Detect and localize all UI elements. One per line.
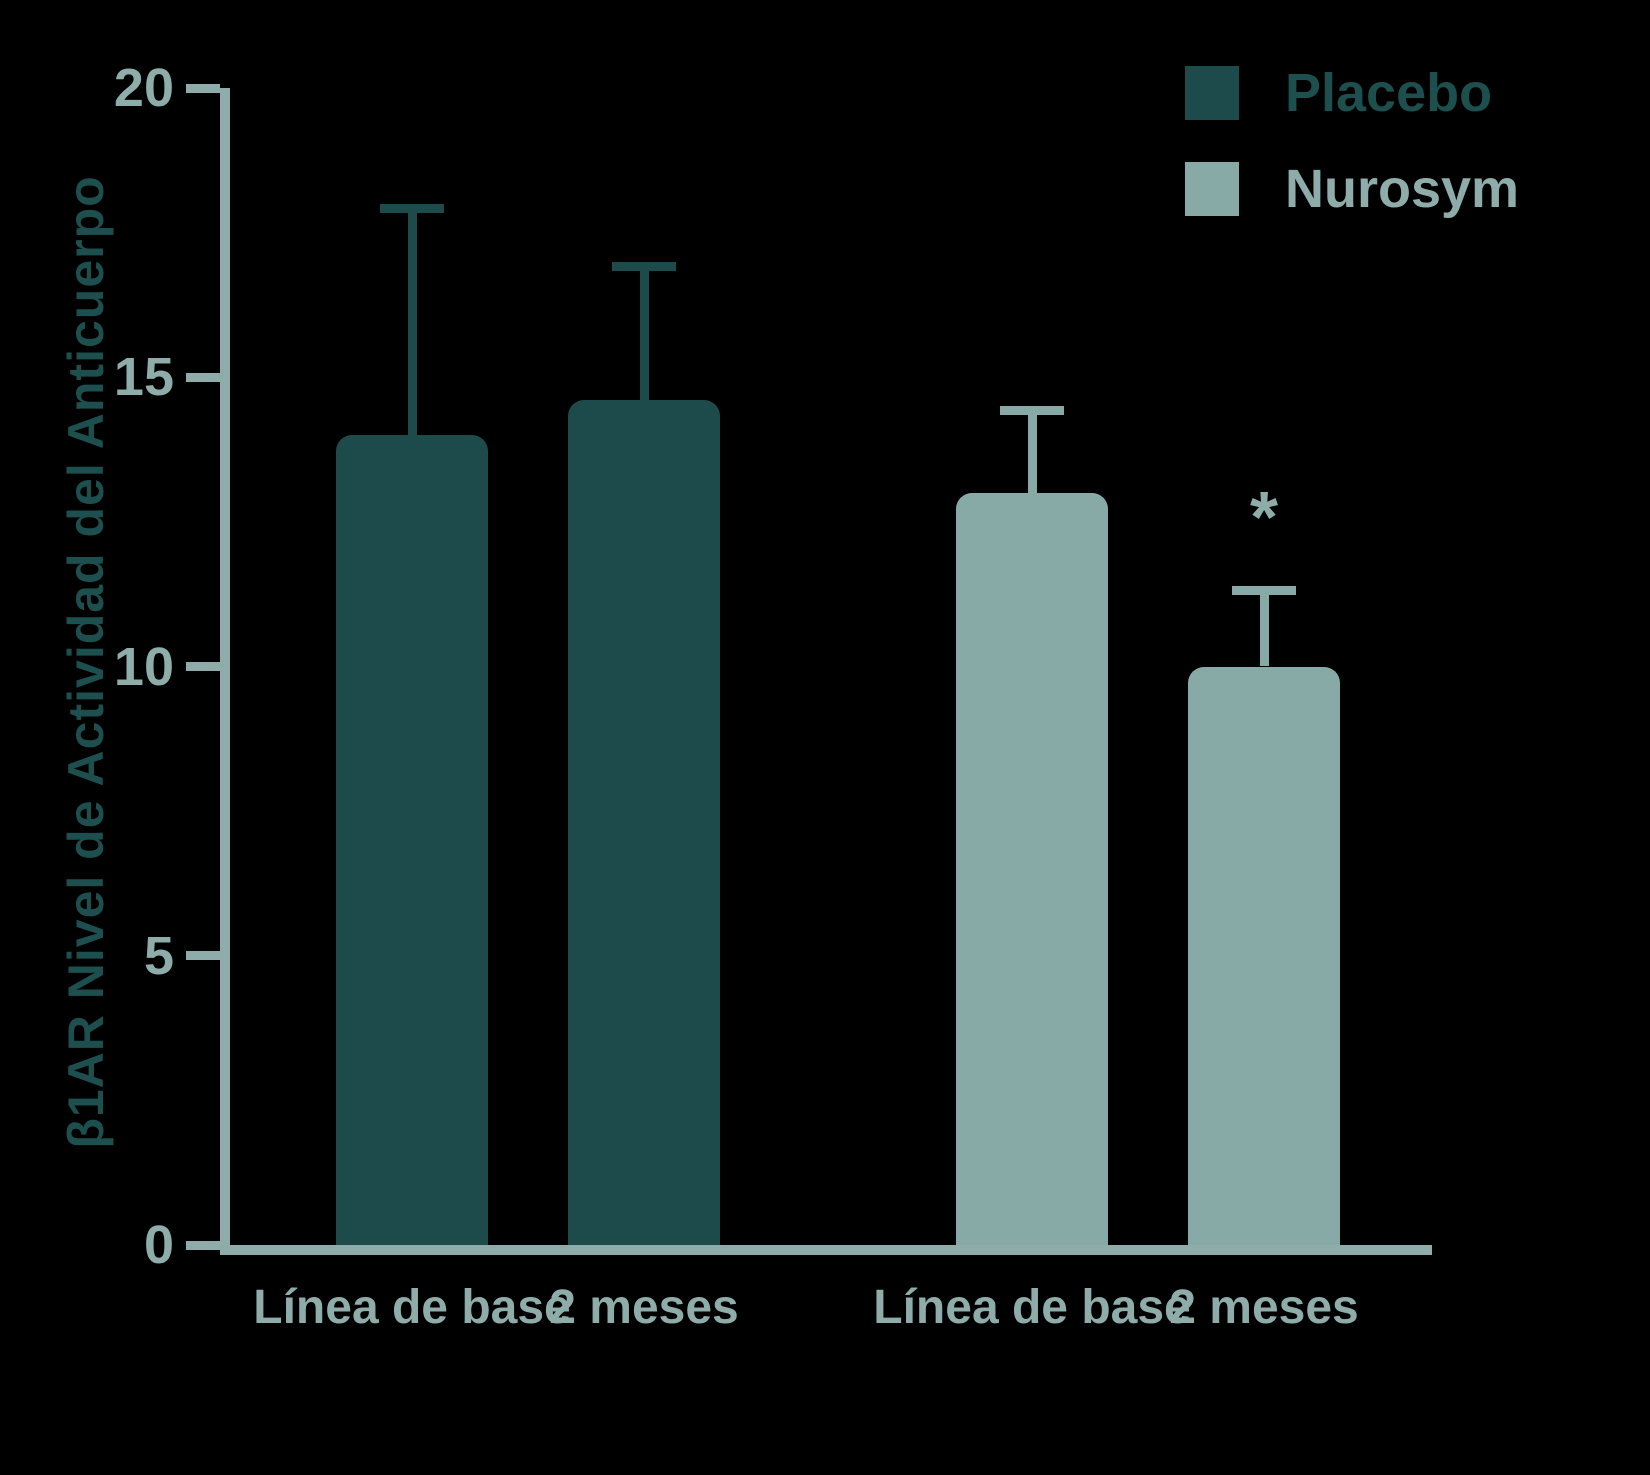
significance-asterisk: * (1249, 477, 1279, 558)
error-bar-cap (612, 261, 676, 271)
error-bar-line (407, 203, 417, 436)
y-tick-mark (186, 1240, 220, 1250)
y-tick-label: 20 (113, 58, 174, 118)
y-tick-mark (186, 372, 220, 382)
legend-swatch-placebo (1185, 66, 1239, 120)
x-tick-label: Línea de base (873, 1281, 1191, 1334)
error-bar-line (1027, 406, 1037, 493)
legend-item-nurosym: Nurosym (1185, 162, 1519, 216)
x-tick-label: Línea de base (253, 1281, 571, 1334)
y-tick-label: 15 (113, 347, 174, 408)
legend-item-placebo: Placebo (1185, 66, 1519, 120)
y-tick-label: 5 (143, 925, 174, 986)
y-tick-label: 0 (143, 1215, 174, 1275)
y-tick-mark (186, 662, 220, 671)
y-tick-mark (186, 951, 220, 961)
error-bar-cap (380, 203, 444, 213)
error-bar-line (1259, 585, 1269, 667)
y-tick-mark (186, 83, 220, 93)
legend-label-nurosym: Nurosym (1285, 159, 1520, 219)
x-tick-label: 2 meses (1169, 1281, 1359, 1334)
bar-placebo-1 (336, 435, 488, 1245)
y-axis-line (220, 88, 230, 1255)
legend: Placebo Nurosym (1185, 66, 1519, 216)
error-bar-cap (1000, 406, 1064, 416)
bar-nurosym-3 (956, 492, 1108, 1245)
error-bar-cap (1232, 585, 1296, 595)
legend-label-placebo: Placebo (1285, 63, 1493, 123)
x-axis-line (220, 1245, 1432, 1255)
bar-nurosym-4 (1188, 666, 1340, 1245)
bar-placebo-2 (568, 400, 720, 1245)
error-bar-line (639, 261, 649, 401)
y-tick-label: 10 (113, 636, 174, 697)
legend-swatch-nurosym (1185, 162, 1239, 216)
x-tick-label: 2 meses (549, 1281, 739, 1334)
